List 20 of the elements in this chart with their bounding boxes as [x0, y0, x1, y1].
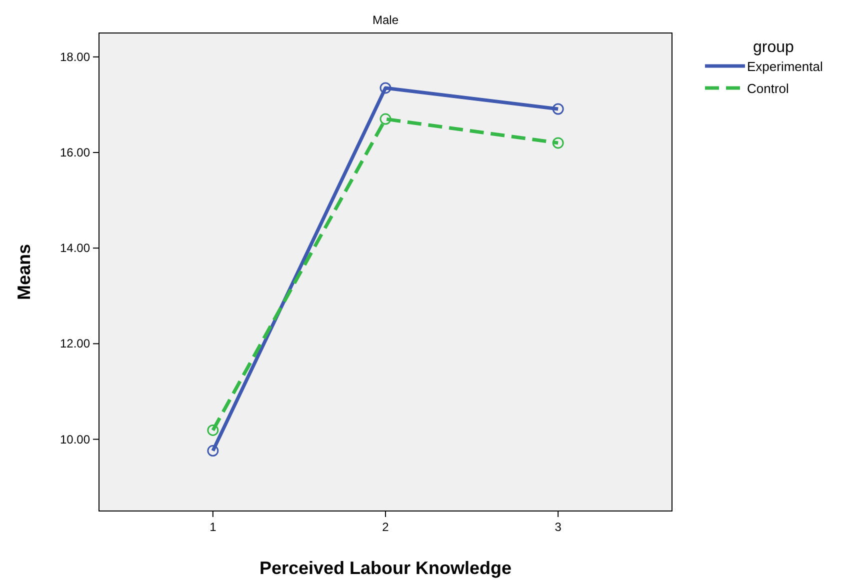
legend-label: Experimental	[747, 59, 823, 74]
point	[380, 82, 392, 94]
x-tick-label: 3	[554, 520, 562, 534]
y-tick-label: 12.00	[60, 336, 90, 351]
x-tick-label: 2	[382, 520, 390, 534]
point	[207, 445, 219, 457]
y-tick-label: 10.00	[60, 432, 90, 446]
y-tick-label: 14.00	[60, 241, 90, 256]
point	[552, 103, 564, 115]
y-tick-label: 16.00	[60, 146, 90, 160]
x-tick-label: 1	[210, 520, 217, 534]
legend-label: Control	[747, 81, 790, 96]
chart-title: Male	[372, 13, 399, 27]
point	[552, 137, 564, 149]
point	[380, 113, 392, 125]
y-axis-title: Means	[14, 244, 34, 300]
x-axis-title: Perceived Labour Knowledge	[259, 558, 512, 578]
y-tick-label: 18.00	[60, 50, 90, 64]
legend-title: group	[753, 39, 794, 56]
point	[207, 424, 219, 436]
